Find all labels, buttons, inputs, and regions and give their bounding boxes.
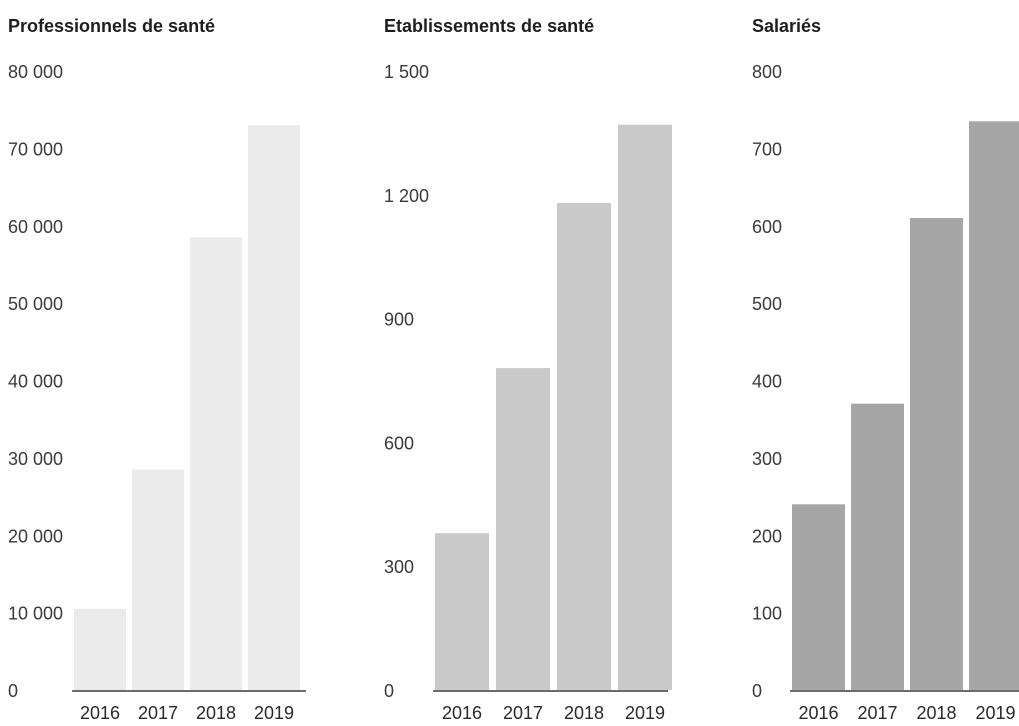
y-tick-label: 200 [752,526,782,546]
bar-2016 [792,504,845,690]
y-tick-label: 500 [752,294,782,314]
y-tick-label: 30 000 [8,449,63,469]
x-tick-label: 2018 [196,703,236,723]
y-tick-label: 0 [8,681,18,701]
bar-2019 [969,121,1019,690]
bar-2018 [910,218,963,690]
x-tick-label: 2019 [625,703,665,723]
bar-2018 [190,237,242,690]
bar-2016 [74,608,126,690]
bar-2019 [618,124,672,690]
y-tick-label: 20 000 [8,526,63,546]
y-tick-label: 400 [752,372,782,392]
chart-panel-professionnels: Professionnels de santé 0 10 000 20 000 30 0… [8,16,306,723]
x-tick-label: 2017 [138,703,178,723]
bar-2017 [496,368,550,690]
bar-2018 [557,203,611,690]
y-tick-label: 80 000 [8,62,63,82]
x-tick-label: 2016 [442,703,482,723]
chart-title: Etablissements de santé [384,16,594,36]
bar-2016 [435,533,489,690]
chart-title: Salariés [752,16,821,36]
bar-2017 [851,403,904,690]
y-tick-label: 1 200 [384,186,429,206]
y-tick-label: 900 [384,310,414,330]
y-tick-label: 0 [752,681,762,701]
y-tick-label: 800 [752,62,782,82]
y-tick-label: 600 [752,217,782,237]
y-tick-label: 600 [384,433,414,453]
chart-title: Professionnels de santé [8,16,215,36]
y-tick-label: 100 [752,604,782,624]
bar-2017 [132,469,184,690]
chart-panel-etablissements: Etablissements de santé 0 300 600 900 1 200 1 … [384,16,672,723]
x-tick-label: 2018 [916,703,956,723]
x-tick-label: 2018 [564,703,604,723]
y-tick-label: 40 000 [8,372,63,392]
x-tick-label: 2016 [798,703,838,723]
x-tick-label: 2019 [254,703,294,723]
y-tick-label: 300 [384,557,414,577]
y-tick-label: 70 000 [8,139,63,159]
x-tick-label: 2016 [80,703,120,723]
chart-panel-salaries: Salariés 0 100 200 300 400 500 600 700 800 2016 201… [752,16,1019,723]
x-tick-label: 2019 [975,703,1015,723]
x-tick-label: 2017 [503,703,543,723]
y-tick-label: 700 [752,139,782,159]
y-tick-label: 0 [384,681,394,701]
bar-2019 [248,125,300,691]
y-tick-label: 60 000 [8,217,63,237]
y-tick-label: 300 [752,449,782,469]
y-tick-label: 50 000 [8,294,63,314]
x-tick-label: 2017 [857,703,897,723]
y-tick-label: 10 000 [8,604,63,624]
y-tick-label: 1 500 [384,62,429,82]
